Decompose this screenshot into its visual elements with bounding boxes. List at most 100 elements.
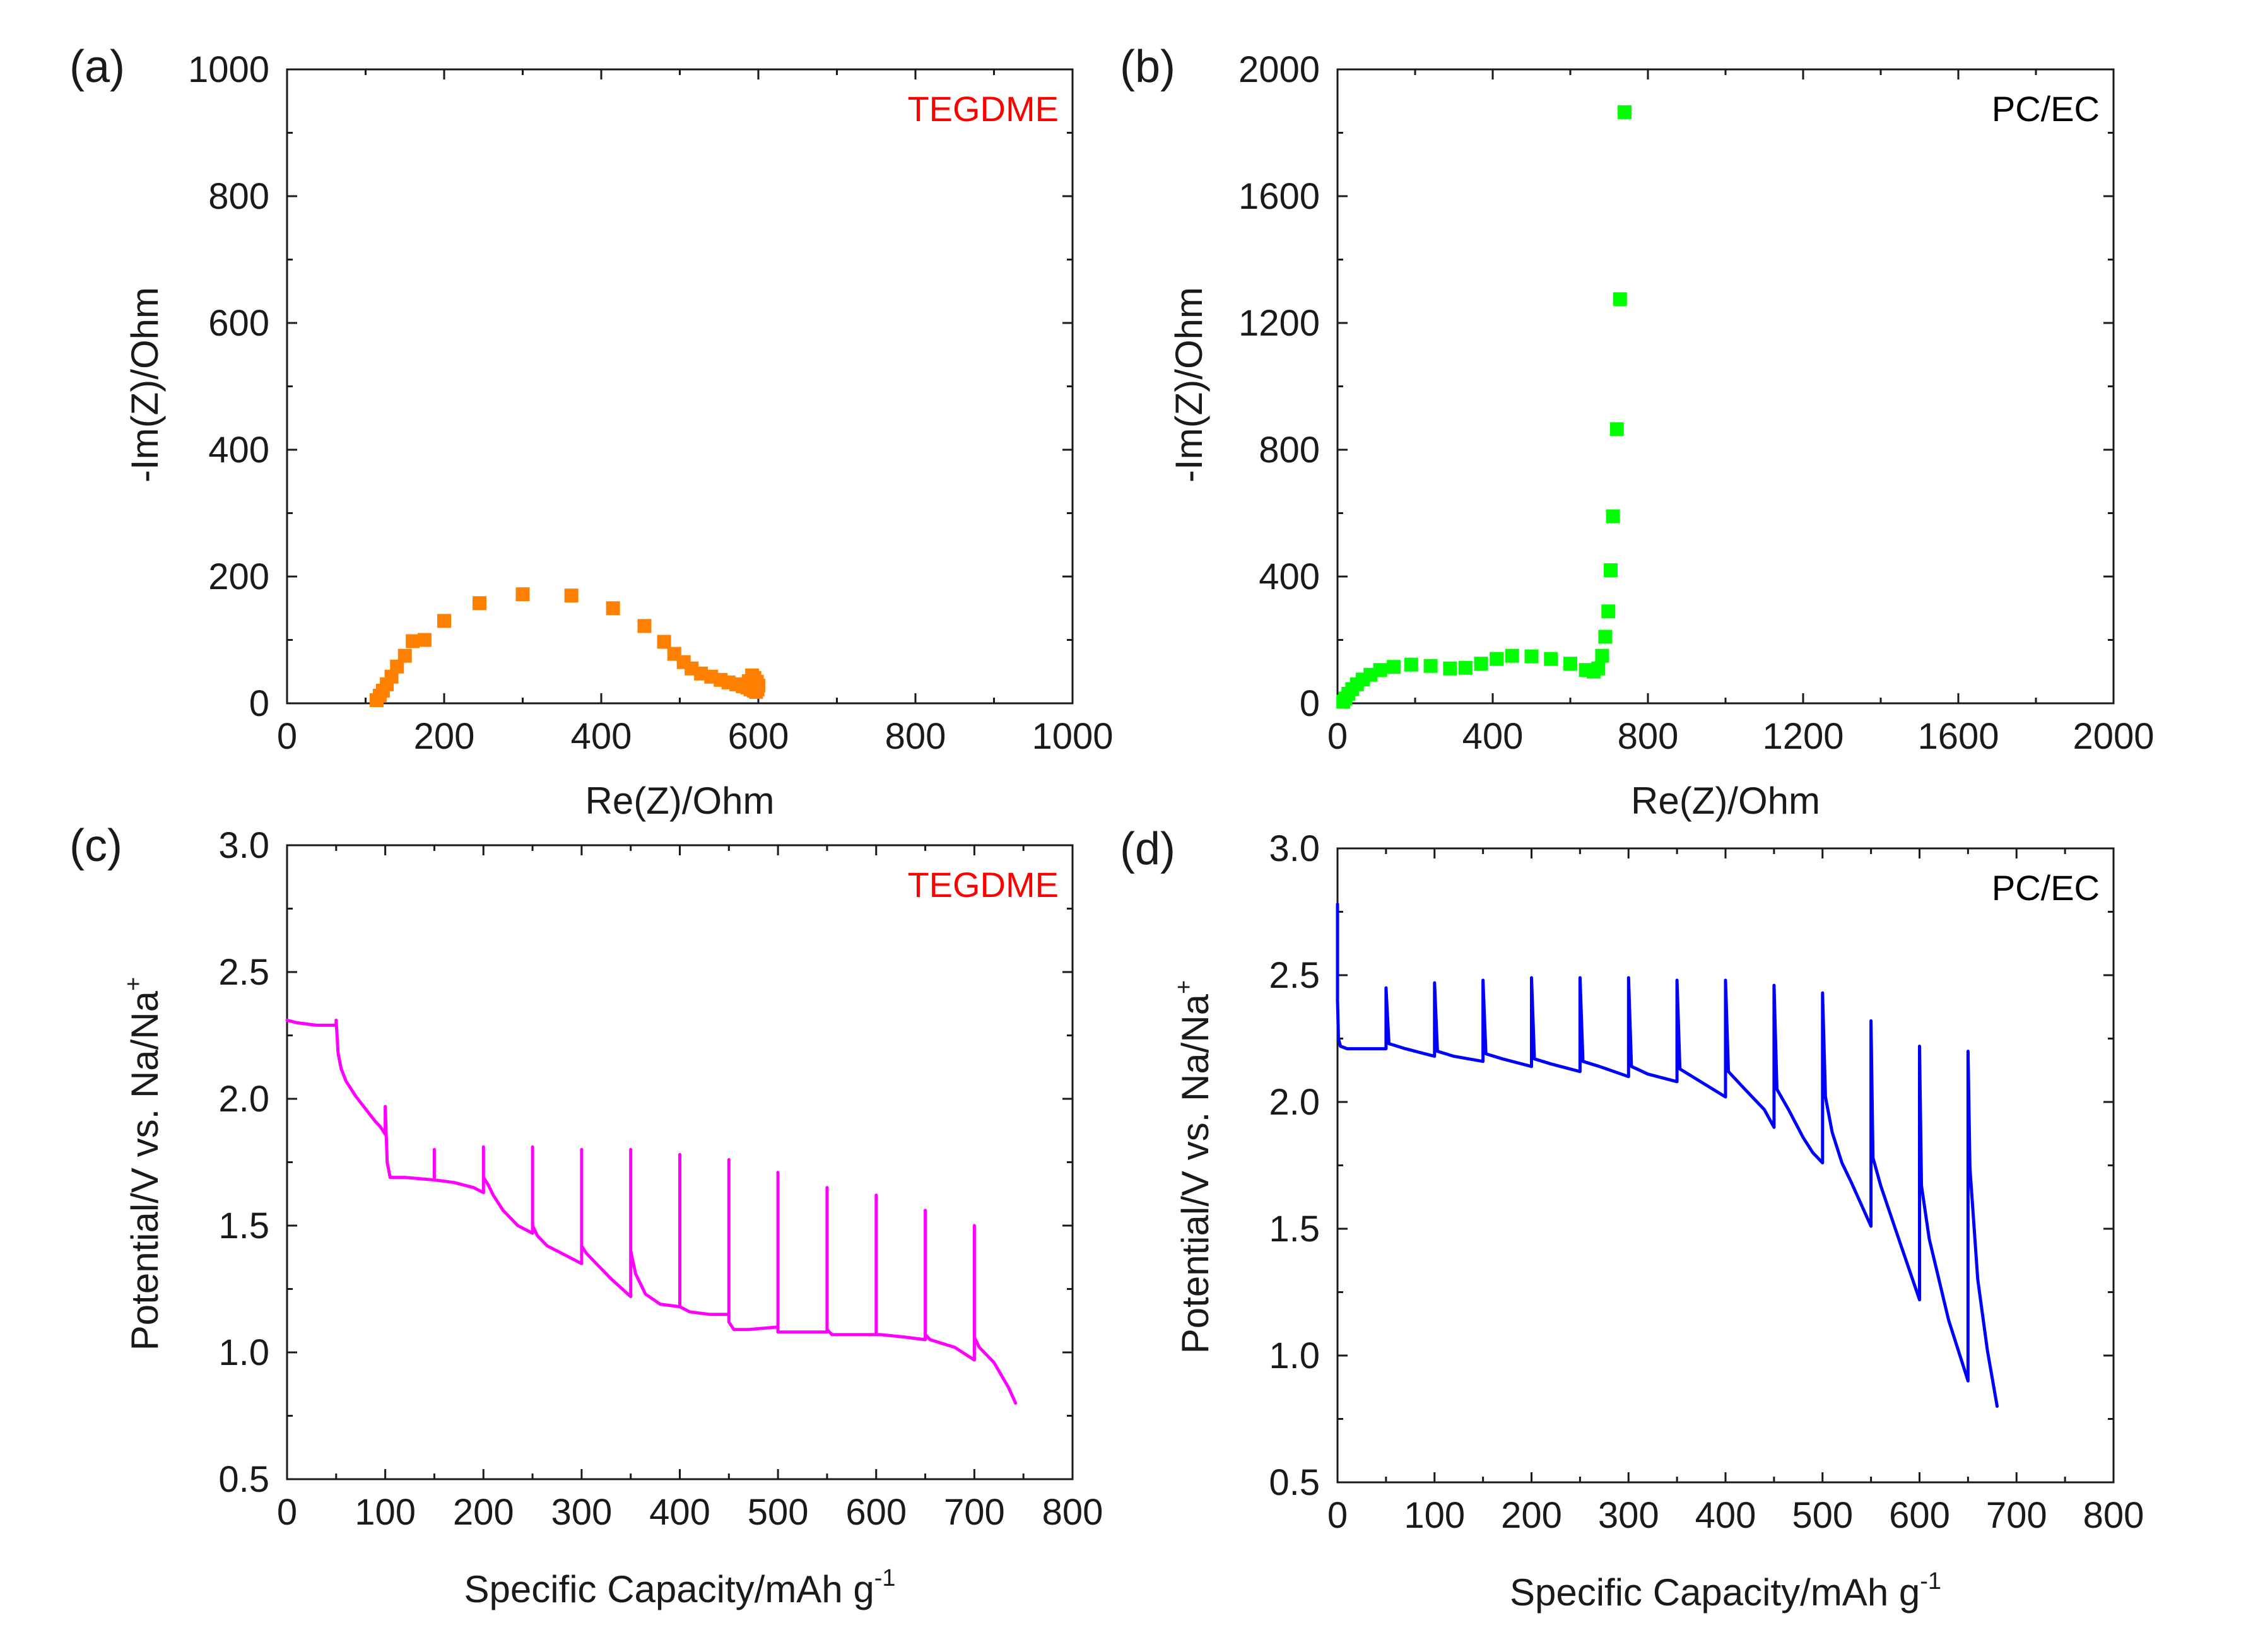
y-tick-label: 3.0 (1269, 828, 1320, 869)
data-point (406, 634, 420, 648)
plot-frame (1336, 847, 2115, 1484)
x-tick-label: 200 (453, 1492, 514, 1533)
data-point (1490, 652, 1504, 666)
panel-d: 0 100 200 300 400 500 600 700 800 0.5 1.0 1.5 2.0 2.5… (1120, 824, 2144, 1614)
x-tick-label: 400 (1462, 716, 1524, 757)
data-point (437, 614, 451, 628)
y-axis-label-superscript: + (121, 977, 147, 991)
data-point (417, 633, 432, 647)
y-tick-label: 2000 (1238, 49, 1320, 90)
x-axis-label-text: Specific Capacity/mAh g (1510, 1571, 1920, 1614)
x-axis-label-superscript: -1 (874, 1565, 896, 1591)
y-tick-label: 600 (208, 303, 269, 344)
y-tick-label: 400 (1259, 556, 1320, 597)
x-tick-label: 800 (2083, 1495, 2144, 1536)
x-tick-label: 1000 (1032, 716, 1113, 757)
x-tick-label: 400 (571, 716, 632, 757)
data-point (1505, 648, 1519, 663)
y-axis-label-text: Potential/V vs. Na/Na (1174, 993, 1216, 1354)
data-point (1373, 663, 1387, 677)
y-tick-label: 800 (1259, 430, 1320, 471)
data-point (1595, 648, 1609, 663)
data-point (1544, 652, 1558, 666)
x-axis-label-superscript: -1 (1920, 1568, 1941, 1595)
x-tick-label: 600 (728, 716, 789, 757)
x-axis-label-text: Specific Capacity/mAh g (464, 1568, 874, 1610)
y-tick-label: 0 (249, 683, 269, 724)
data-point (1387, 660, 1401, 674)
x-tick-label: 200 (1501, 1495, 1562, 1536)
x-tick-label: 2000 (2073, 716, 2154, 757)
x-tick-label: 600 (845, 1492, 907, 1533)
data-point (637, 619, 652, 633)
scatter-series (1336, 105, 1632, 709)
x-tick-label: 0 (277, 1492, 297, 1533)
discharge-curve-line (285, 1018, 1018, 1405)
y-tick-label: 1600 (1238, 176, 1320, 217)
y-axis-label: -Im(Z)/Ohm (1168, 287, 1210, 483)
data-point (1474, 657, 1488, 671)
x-axis-label-text: Re(Z)/Ohm (1631, 780, 1820, 822)
x-tick-label: 300 (1598, 1495, 1659, 1536)
y-tick-label: 200 (208, 556, 269, 597)
panel-b: 0 400 800 1200 1600 2000 0 400 800 1200 1600 2000 (b… (1120, 42, 2155, 822)
y-axis-label-superscript: + (1171, 980, 1197, 994)
panel-label: (b) (1120, 42, 1175, 92)
y-tick-label: 400 (208, 430, 269, 471)
data-point (397, 648, 412, 663)
x-axis-label-text: Re(Z)/Ohm (585, 780, 775, 822)
y-tick-label: 2.0 (218, 1079, 269, 1120)
plot-frame (286, 68, 1074, 705)
x-tick-label: 0 (1327, 716, 1348, 757)
y-tick-label: 1.0 (218, 1332, 269, 1373)
data-point (1601, 604, 1616, 619)
panel-label: (a) (69, 42, 125, 92)
y-axis-label: Potential/V vs. Na/Na+ (121, 977, 166, 1350)
y-tick-label: 2.5 (1269, 955, 1320, 996)
data-point (1591, 661, 1606, 676)
x-axis-label: Re(Z)/Ohm (1631, 780, 1820, 822)
x-tick-label: 600 (1889, 1495, 1950, 1536)
y-axis-label-text: -Im(Z)/Ohm (1168, 287, 1210, 483)
x-tick-label: 400 (1695, 1495, 1756, 1536)
data-point (1423, 659, 1438, 673)
y-tick-label: 1000 (188, 49, 269, 90)
panel-c: 0 100 200 300 400 500 600 700 800 0.5 1.0 1.5 2.0 2.5… (69, 821, 1103, 1610)
data-point (1606, 509, 1620, 524)
y-tick-label: 1.0 (1269, 1335, 1320, 1376)
data-point (742, 674, 756, 688)
panel-label: (c) (69, 821, 122, 871)
electrolyte-annotation: PC/EC (1992, 868, 2100, 908)
y-tick-label: 0.5 (1269, 1462, 1320, 1503)
panel-label: (d) (1120, 824, 1175, 874)
x-tick-label: 0 (1327, 1495, 1348, 1536)
data-point (1404, 657, 1418, 672)
y-tick-label: 2.0 (1269, 1082, 1320, 1123)
x-tick-label: 500 (748, 1492, 809, 1533)
x-tick-label: 100 (355, 1492, 416, 1533)
data-point (1598, 630, 1613, 644)
electrolyte-annotation: PC/EC (1992, 89, 2100, 129)
data-point (1458, 660, 1473, 675)
y-tick-label: 2.5 (218, 952, 269, 993)
y-tick-label: 800 (208, 176, 269, 217)
x-tick-label: 0 (277, 716, 297, 757)
electrolyte-annotation: TEGDME (907, 89, 1059, 129)
data-point (564, 589, 579, 603)
plot-frame (1336, 68, 2115, 705)
data-point (606, 601, 620, 616)
panel-a: 0 200 400 600 800 1000 0 200 400 600 800 1000 (a) TEG… (69, 42, 1114, 822)
x-tick-label: 700 (944, 1492, 1005, 1533)
data-point (1443, 661, 1457, 676)
data-point (473, 596, 487, 611)
x-axis-label: Specific Capacity/mAh g-1 (464, 1565, 895, 1610)
x-tick-label: 100 (1404, 1495, 1465, 1536)
data-point (1618, 105, 1632, 119)
discharge-curve-line (1336, 902, 1999, 1408)
x-tick-label: 800 (1618, 716, 1679, 757)
x-tick-label: 1200 (1762, 716, 1843, 757)
y-axis-label: -Im(Z)/Ohm (124, 287, 166, 483)
x-tick-label: 300 (551, 1492, 612, 1533)
x-tick-label: 700 (1986, 1495, 2047, 1536)
